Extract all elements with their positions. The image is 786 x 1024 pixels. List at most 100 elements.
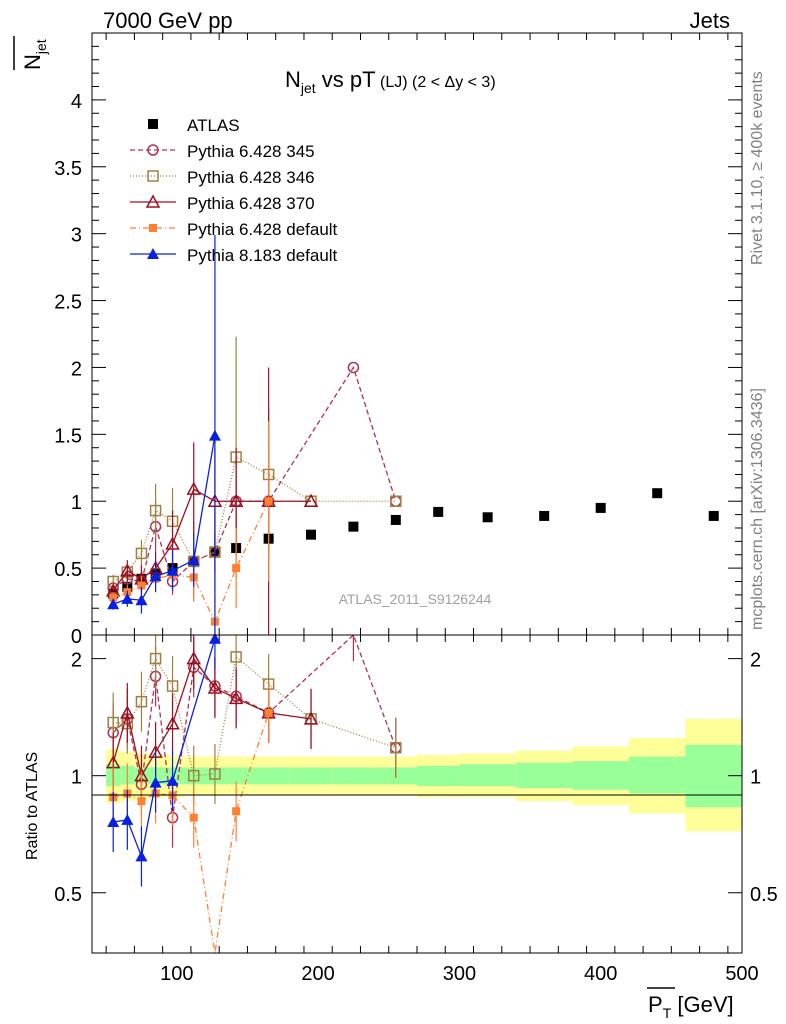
y-tick-label: 2.5 [54, 292, 82, 314]
point-pythia-8-183-default [135, 594, 148, 606]
main-plot-area: 0 0.5 1 1.5 2 2.5 3 3.5 4 [54, 33, 742, 648]
ratio-line-pythia-6-428-370 [112, 657, 312, 778]
ratio-y-tick-label-right: 1 [750, 767, 761, 789]
point-pythia-6-428-370 [228, 493, 244, 507]
point-pythia-8-183-default [166, 564, 179, 576]
green-band [459, 764, 516, 787]
y-axis-label: Njet [20, 39, 49, 70]
legend-marker-pythia-6-428-370 [145, 194, 161, 208]
ratio-y-tick-label: 1 [71, 767, 82, 789]
point-atlas [595, 502, 606, 513]
ratio-point-pythia-6-428-370 [120, 705, 135, 719]
x-tick-label: 300 [443, 963, 476, 985]
point-pythia-6-428-default [137, 581, 146, 590]
green-band [289, 767, 333, 785]
green-band [332, 767, 375, 785]
x-tick-label: 200 [301, 963, 334, 985]
ratio-point-pythia-6-428-default [232, 807, 241, 816]
point-pythia-6-428-345 [347, 361, 360, 374]
legend-marker-pythia-6-428-346 [147, 170, 159, 182]
ratio-point-pythia-8-183-default [121, 813, 134, 825]
ratio-point-pythia-6-428-370 [186, 651, 202, 665]
y-tick-label: 1 [71, 492, 82, 514]
analysis-watermark: ATLAS_2011_S9126244 [339, 591, 492, 607]
ratio-axis-label: Ratio to ATLAS [24, 752, 41, 860]
point-pythia-6-428-370 [165, 536, 180, 550]
mcplots-label: mcplots.cern.ch [arXiv:1306.3436] [749, 388, 766, 630]
ratio-point-pythia-8-183-default [107, 816, 120, 828]
point-atlas [708, 510, 719, 521]
point-atlas [652, 488, 663, 499]
y-tick-label: 0.5 [54, 559, 82, 581]
ratio-series-layer [105, 632, 402, 954]
ratio-point-pythia-6-428-346 [209, 768, 221, 780]
ratio-line-pythia-6-428-default [113, 712, 270, 954]
legend-label-pythia-6-428-370: Pythia 6.428 370 [187, 194, 315, 213]
ratio-y-tick-label: 2 [71, 650, 82, 672]
ratio-point-pythia-8-183-default [135, 850, 148, 862]
uncertainty-bands [106, 718, 742, 832]
point-atlas [482, 512, 493, 523]
green-band [417, 765, 460, 787]
point-pythia-6-428-default [264, 497, 273, 506]
ratio-point-pythia-8-183-default [149, 776, 162, 788]
green-band [515, 762, 573, 788]
point-atlas [390, 514, 401, 525]
ratio-point-pythia-6-428-346 [107, 716, 119, 729]
point-pythia-8-183-default [121, 592, 134, 604]
ratio-point-pythia-6-428-346 [166, 680, 179, 692]
green-band [205, 767, 227, 785]
legend-marker-pythia-8-183-default [147, 248, 159, 259]
legend: ATLAS Pythia 6.428 345 Pythia 6.428 346 Pyt… [130, 116, 338, 265]
legend-marker-atlas [148, 119, 158, 129]
y-tick-label: 4 [71, 91, 82, 113]
point-pythia-6-428-default [109, 593, 118, 602]
point-pythia-6-428-346 [135, 547, 148, 560]
chart-title: Njet vs pT (LJ) (2 < Δy < 3) [285, 67, 496, 96]
header-left: 7000 GeV pp [103, 8, 233, 33]
point-pythia-6-428-370 [186, 481, 202, 495]
x-tick-label: 400 [584, 963, 617, 985]
legend-label-pythia-6-428-default: Pythia 6.428 default [187, 220, 338, 239]
ratio-frame [91, 634, 743, 954]
ratio-point-pythia-6-428-346 [390, 741, 402, 754]
legend-label-atlas: ATLAS [187, 116, 240, 135]
ratio-point-pythia-6-428-346 [149, 652, 162, 665]
point-pythia-6-428-370 [120, 563, 135, 577]
ratio-point-pythia-8-183-default [166, 774, 179, 786]
point-pythia-8-183-default [187, 554, 200, 566]
point-pythia-8-183-default [149, 570, 162, 582]
ratio-y-tick-label-right: 0.5 [750, 884, 778, 906]
ratio-point-pythia-8-183-default [208, 632, 221, 644]
series-line-pythia-6-428-370 [112, 488, 312, 592]
y-tick-label: 1.5 [54, 425, 82, 447]
series-line-pythia-6-428-default [112, 500, 270, 624]
x-tick-label: 100 [160, 963, 193, 985]
point-atlas [539, 510, 550, 521]
green-band [572, 761, 629, 790]
header-right: Jets [690, 8, 730, 33]
green-band [226, 767, 248, 785]
ratio-point-pythia-6-428-default [264, 708, 273, 717]
point-pythia-6-428-346 [149, 504, 162, 517]
legend-label-pythia-6-428-346: Pythia 6.428 346 [187, 168, 315, 187]
y-tick-label: 3.5 [54, 158, 82, 180]
point-pythia-6-428-346 [390, 495, 402, 507]
ratio-point-pythia-6-428-370 [207, 680, 223, 694]
point-atlas [306, 529, 317, 540]
ratio-point-pythia-6-428-370 [303, 711, 319, 725]
x-axis-label: PT [GeV] [648, 992, 734, 1021]
ratio-y-tick-label: 0.5 [54, 884, 82, 906]
ratio-point-pythia-6-428-346 [135, 695, 148, 708]
legend-label-pythia-8-183-default: Pythia 8.183 default [187, 246, 338, 265]
ratio-point-pythia-6-428-default [137, 797, 146, 806]
green-band [247, 767, 290, 785]
point-pythia-8-183-default [208, 429, 221, 441]
legend-marker-pythia-6-428-345 [147, 144, 159, 156]
ratio-point-pythia-6-428-346 [187, 769, 200, 782]
ratio-point-pythia-6-428-370 [165, 716, 180, 730]
point-pythia-8-183-default [107, 598, 120, 610]
green-band [628, 756, 686, 794]
point-pythia-6-428-default [232, 564, 241, 573]
